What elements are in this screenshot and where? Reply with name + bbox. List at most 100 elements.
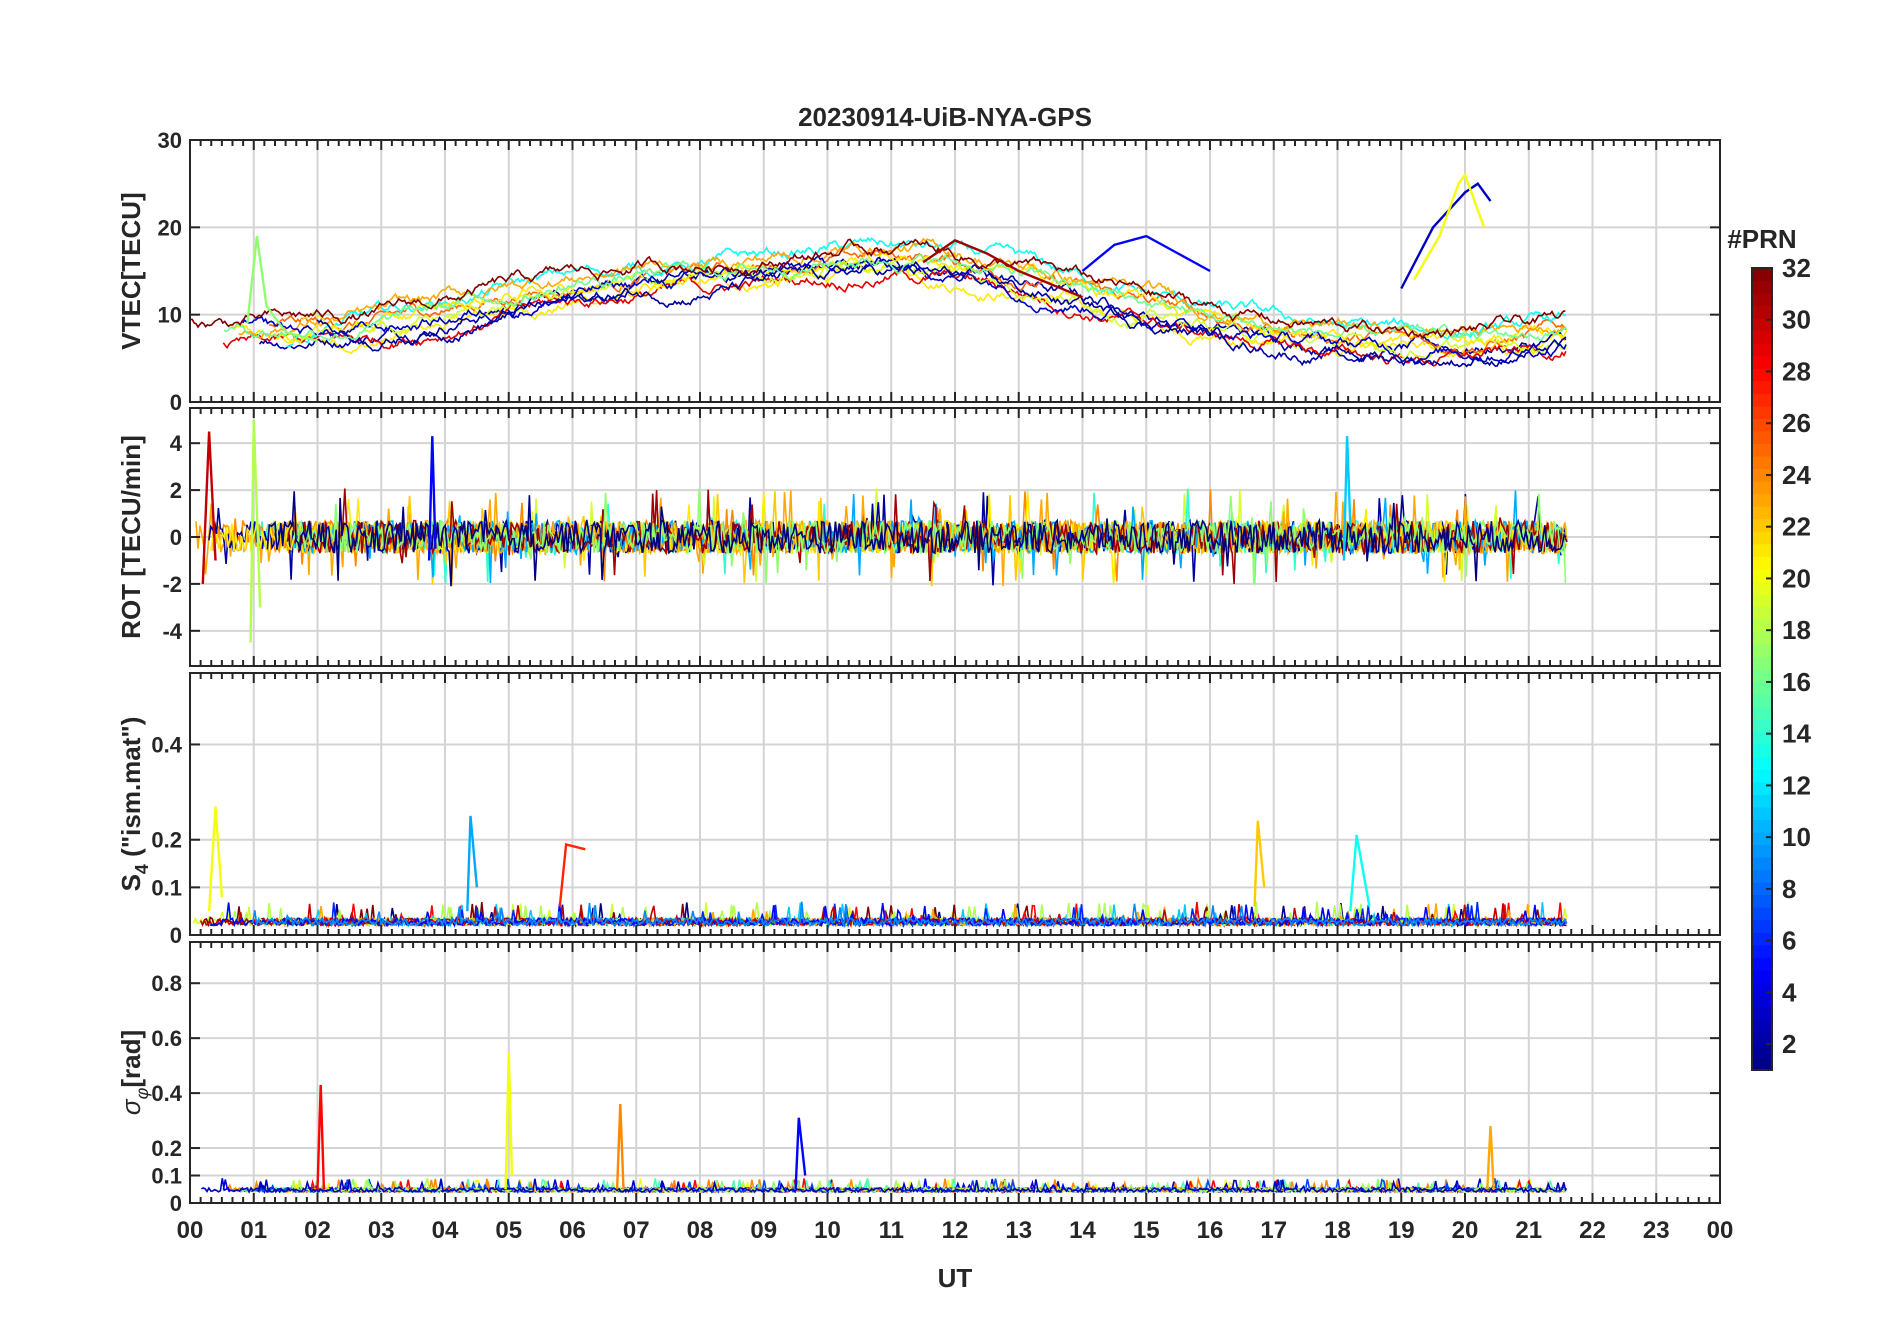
colorbar-segment [1752,606,1772,620]
colorbar-segment [1752,919,1772,933]
colorbar-segment [1752,556,1772,570]
x-tick-label: 10 [814,1217,841,1244]
trace-texture-line [190,238,1566,339]
colorbar-segment [1752,982,1772,996]
x-tick-label: 18 [1324,1217,1351,1244]
colorbar-segment [1752,618,1772,633]
y-axis-label-rot: ROT [TECU/min] [116,435,146,639]
y-tick-label: 0 [170,1191,182,1216]
colorbar-segment [1752,1007,1772,1021]
trace-texture [195,488,1568,587]
x-tick-label: 07 [623,1217,650,1244]
series-line-prn-23 [1486,1126,1495,1190]
colorbar-tick-label: 14 [1782,719,1811,749]
colorbar-segment [1752,518,1772,532]
colorbar-segment [1752,719,1772,733]
panel-s4: 0 0.1 0.2 0.4S4 ("ism.mat") [116,672,1721,948]
trace-texture-line [238,237,1567,340]
trace-texture-line [241,255,1567,365]
trace-texture [192,901,1568,929]
y-tick-label: 0.1 [151,875,182,900]
y-axis-label-vtec: VTEC[TECU] [116,192,146,349]
series-line-prn-18 [249,419,262,643]
trace-texture-line [222,268,1567,367]
colorbar-segment [1752,957,1772,971]
colorbar-tick-label: 18 [1782,615,1811,645]
x-tick-label: 00 [177,1217,204,1244]
x-tick-label: 22 [1579,1217,1606,1244]
colorbar-segment [1752,907,1772,921]
series-line-prn-22 [1253,820,1266,907]
x-axis-label: UT [938,1263,973,1293]
y-tick-label: 0.1 [151,1164,182,1189]
colorbar-segment [1752,568,1772,582]
colorbar-segment [1752,593,1772,607]
colorbar-segment [1752,994,1772,1008]
colorbar-segment [1752,506,1772,520]
y-tick-label: 30 [158,128,182,153]
x-tick-label: 09 [750,1217,777,1244]
colorbar-tick-label: 2 [1782,1029,1796,1059]
colorbar-tick-label: 30 [1782,305,1811,335]
colorbar-segment [1752,481,1772,495]
colorbar-segment [1752,531,1772,545]
series-line-prn-13 [1349,834,1371,912]
series-line-prn-30 [201,431,217,584]
colorbar-segment [1752,393,1772,407]
colorbar-segment [1752,443,1772,457]
colorbar-segment [1752,318,1772,332]
panel-vtec: 0 10 20 30 VTEC[TECU] [116,128,1721,415]
colorbar-segment [1752,293,1772,307]
colorbar-segment [1752,468,1772,482]
colorbar-segment [1752,280,1772,294]
colorbar-segment [1752,493,1772,507]
chart-title: 20230914-UiB-NYA-GPS [798,102,1092,132]
colorbar-segment [1752,430,1772,445]
colorbar-segment [1752,1019,1772,1034]
colorbar-segment [1752,455,1772,470]
y-axis-label-sigma_phi: σφ[rad] [116,1030,152,1115]
x-tick-label: 04 [432,1217,459,1244]
x-tick-label: 14 [1069,1217,1096,1244]
colorbar-segment [1752,1032,1772,1046]
colorbar-tick-label: 26 [1782,408,1811,438]
series-line-prn-17 [246,235,318,343]
panel-sigma_phi: 00.1 0.2 0.4 0.6 0.8 σφ[rad] [116,941,1721,1216]
colorbar-segment [1752,1044,1772,1059]
colorbar-segment [1752,844,1772,858]
series-line-prn-5 [794,1117,807,1190]
colorbar-segment [1752,268,1772,282]
series-line-prn-31 [922,239,1083,299]
y-tick-label: 20 [158,215,182,240]
y-tick-label: 0 [170,525,182,550]
y-tick-label: -4 [162,619,182,644]
x-tick-label: 02 [304,1217,331,1244]
colorbar-tick-label: 28 [1782,356,1811,386]
colorbar-segment [1752,744,1772,758]
x-tick-label: 15 [1133,1217,1160,1244]
series-line-prn-20 [207,806,224,912]
x-tick-label: 17 [1260,1217,1287,1244]
colorbar-segment [1752,631,1772,645]
colorbar-segment [1752,355,1772,369]
colorbar-segment [1752,643,1772,658]
colorbar-segment [1752,656,1772,670]
series-line-prn-20 [504,1051,514,1190]
y-tick-label: 4 [170,431,183,456]
colorbar-segment [1752,894,1772,908]
colorbar-segment [1752,806,1772,820]
colorbar-segment [1752,869,1772,883]
colorbar-segment [1752,1057,1772,1071]
colorbar-segment [1752,781,1772,795]
series-line-prn-3 [1400,182,1492,290]
x-tick-label: 13 [1005,1217,1032,1244]
trace-texture-line [266,491,1567,587]
colorbar-segment [1752,405,1772,419]
trace-texture-line [300,260,1568,362]
x-tick-label: 03 [368,1217,395,1244]
colorbar-segment [1752,969,1772,983]
colorbar-frame [1751,267,1773,1071]
series-line-prn-24 [615,1104,625,1190]
colorbar-tick-label: 20 [1782,563,1811,593]
